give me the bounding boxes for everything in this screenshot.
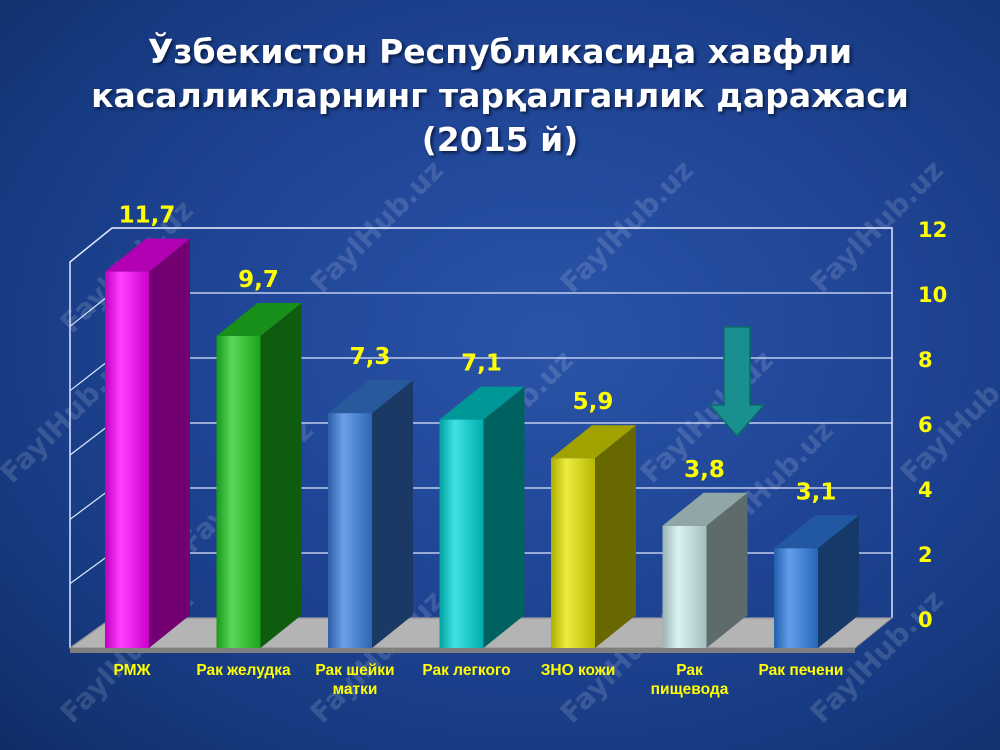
bar-3 (328, 380, 413, 648)
bar-side (818, 515, 859, 648)
title-line-1: Ўзбекистон Республикасида хавфли (147, 32, 853, 71)
category-label: Рак пищевода (651, 662, 729, 698)
bar-top (662, 492, 748, 526)
chart-bars (105, 238, 859, 648)
y-tick-label: 8 (918, 348, 933, 372)
y-tick-label: 6 (918, 413, 933, 437)
bar-side (595, 425, 636, 648)
y-tick-label: 4 (918, 478, 933, 502)
bar-top (551, 425, 636, 459)
y-tick-label: 2 (918, 543, 933, 567)
bar-top (328, 380, 413, 414)
category-label: Рак шейки матки (315, 662, 394, 698)
y-tick-label: 0 (918, 608, 933, 632)
bar-2 (216, 302, 302, 648)
value-label: 9,7 (238, 267, 279, 293)
value-label: 3,8 (684, 457, 725, 483)
bar-7 (774, 515, 859, 648)
title-line-2: касалликларнинг тарқалганлик даражаси (91, 76, 909, 115)
bar-1 (105, 238, 190, 648)
value-label: 11,7 (119, 203, 176, 229)
bar-top (774, 515, 859, 549)
value-label: 7,3 (350, 344, 391, 370)
bar-4 (439, 386, 525, 648)
floor-edge (70, 648, 855, 653)
gridline-side (69, 227, 113, 263)
bar-side (149, 238, 190, 648)
category-label: РМЖ (113, 662, 151, 679)
bar-6 (662, 492, 748, 648)
value-label: 7,1 (461, 351, 502, 377)
bar-front (105, 271, 149, 648)
bar-top (439, 386, 525, 420)
bar-side (483, 386, 525, 648)
category-label: ЗНО кожи (541, 662, 616, 679)
category-labels: РМЖ Рак желудка Рак шейки матки Рак легкого З… (113, 662, 843, 698)
category-label: Рак печени (759, 662, 844, 679)
down-arrow-icon (708, 326, 766, 438)
value-labels: 11,7 9,7 7,3 7,1 5,9 3,8 3,1 (119, 203, 837, 506)
value-label: 5,9 (573, 389, 614, 415)
bar-top (105, 238, 190, 272)
bar-5 (551, 425, 636, 648)
y-tick-label: 10 (918, 283, 947, 307)
bar-top (216, 302, 302, 336)
bar-front (551, 458, 595, 648)
y-tick-label: 12 (918, 218, 947, 242)
title-line-3: (2015 й) (421, 120, 579, 159)
bar-front (216, 335, 261, 648)
y-axis-ticks: 0 2 4 6 8 10 12 (918, 218, 947, 632)
category-label: Рак желудка (196, 662, 291, 679)
bar-front (662, 525, 707, 648)
arrow-shape (708, 326, 766, 438)
category-label: Рак легкого (422, 662, 510, 679)
bar-side (706, 492, 748, 648)
bar-side (372, 380, 413, 648)
bar-side (260, 302, 302, 648)
chart-title: Ўзбекистон Республикасида хавфли касалли… (0, 30, 1000, 162)
bar-front (328, 413, 372, 648)
value-label: 3,1 (796, 479, 837, 505)
bar-front (439, 419, 484, 648)
bar-front (774, 548, 818, 648)
